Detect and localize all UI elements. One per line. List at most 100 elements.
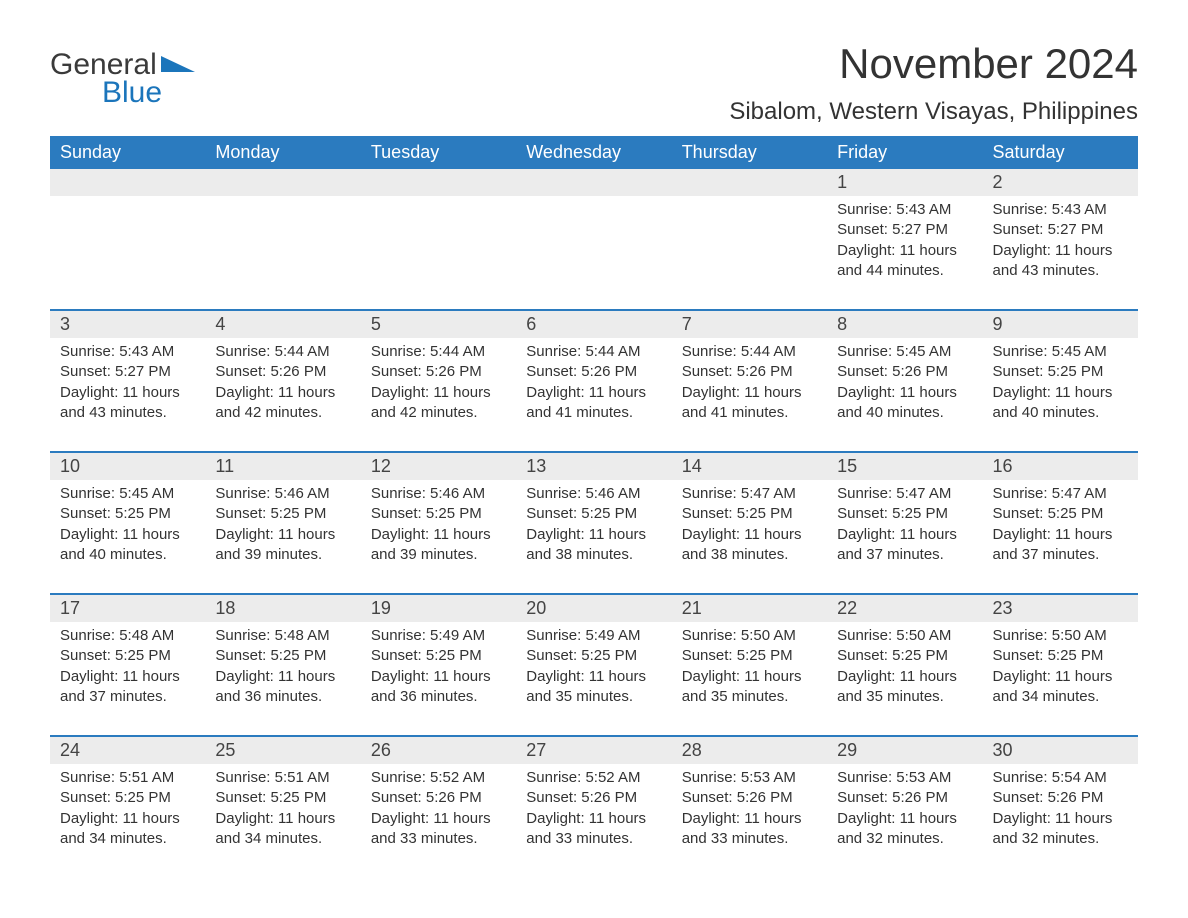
daylight-text: Daylight: 11 hours and 32 minutes. xyxy=(837,809,972,850)
day-number-cell xyxy=(361,169,516,196)
day-data-cell: Sunrise: 5:53 AMSunset: 5:26 PMDaylight:… xyxy=(672,764,827,853)
sunset-text: Sunset: 5:25 PM xyxy=(993,362,1128,382)
sunset-text: Sunset: 5:25 PM xyxy=(837,646,972,666)
day-data-cell xyxy=(50,196,205,310)
day-number: 8 xyxy=(837,314,847,334)
daylight-text: Daylight: 11 hours and 33 minutes. xyxy=(371,809,506,850)
day-number-cell: 23 xyxy=(983,595,1138,622)
sunset-text: Sunset: 5:27 PM xyxy=(837,220,972,240)
day-number: 12 xyxy=(371,456,391,476)
sunset-text: Sunset: 5:25 PM xyxy=(60,788,195,808)
day-number-cell: 25 xyxy=(205,737,360,764)
week-daynum-row: 24252627282930 xyxy=(50,737,1138,764)
day-data-cell xyxy=(361,196,516,310)
day-number: 7 xyxy=(682,314,692,334)
sunset-text: Sunset: 5:26 PM xyxy=(837,788,972,808)
daylight-text: Daylight: 11 hours and 33 minutes. xyxy=(526,809,661,850)
day-number-cell: 26 xyxy=(361,737,516,764)
calendar-table: Sunday Monday Tuesday Wednesday Thursday… xyxy=(50,136,1138,853)
week-daydata-row: Sunrise: 5:45 AMSunset: 5:25 PMDaylight:… xyxy=(50,480,1138,594)
week-daydata-row: Sunrise: 5:43 AMSunset: 5:27 PMDaylight:… xyxy=(50,196,1138,310)
day-data-cell: Sunrise: 5:53 AMSunset: 5:26 PMDaylight:… xyxy=(827,764,982,853)
daylight-text: Daylight: 11 hours and 38 minutes. xyxy=(526,525,661,566)
week-daynum-row: 17181920212223 xyxy=(50,595,1138,622)
day-number-cell: 16 xyxy=(983,453,1138,480)
sunrise-text: Sunrise: 5:44 AM xyxy=(526,342,661,362)
day-number-cell: 29 xyxy=(827,737,982,764)
sunset-text: Sunset: 5:27 PM xyxy=(993,220,1128,240)
day-number: 17 xyxy=(60,598,80,618)
daylight-text: Daylight: 11 hours and 41 minutes. xyxy=(682,383,817,424)
day-number-cell: 19 xyxy=(361,595,516,622)
day-number-cell: 3 xyxy=(50,311,205,338)
logo-word2: Blue xyxy=(102,76,162,110)
day-number-cell: 28 xyxy=(672,737,827,764)
sunset-text: Sunset: 5:25 PM xyxy=(60,504,195,524)
sunrise-text: Sunrise: 5:46 AM xyxy=(215,484,350,504)
sunrise-text: Sunrise: 5:44 AM xyxy=(215,342,350,362)
day-data-cell: Sunrise: 5:52 AMSunset: 5:26 PMDaylight:… xyxy=(516,764,671,853)
title-block: November 2024 Sibalom, Western Visayas, … xyxy=(729,40,1138,126)
sunrise-text: Sunrise: 5:45 AM xyxy=(993,342,1128,362)
daylight-text: Daylight: 11 hours and 37 minutes. xyxy=(993,525,1128,566)
day-number: 27 xyxy=(526,740,546,760)
day-number-cell xyxy=(516,169,671,196)
day-number: 3 xyxy=(60,314,70,334)
sunset-text: Sunset: 5:26 PM xyxy=(682,362,817,382)
sunset-text: Sunset: 5:26 PM xyxy=(526,362,661,382)
day-data-cell: Sunrise: 5:45 AMSunset: 5:25 PMDaylight:… xyxy=(983,338,1138,452)
sunset-text: Sunset: 5:25 PM xyxy=(682,646,817,666)
day-number: 22 xyxy=(837,598,857,618)
daylight-text: Daylight: 11 hours and 43 minutes. xyxy=(993,241,1128,282)
day-data-cell: Sunrise: 5:48 AMSunset: 5:25 PMDaylight:… xyxy=(205,622,360,736)
day-number-cell: 14 xyxy=(672,453,827,480)
day-number-cell: 6 xyxy=(516,311,671,338)
day-number-cell xyxy=(205,169,360,196)
sunrise-text: Sunrise: 5:43 AM xyxy=(60,342,195,362)
day-data-cell: Sunrise: 5:50 AMSunset: 5:25 PMDaylight:… xyxy=(827,622,982,736)
day-number-cell: 9 xyxy=(983,311,1138,338)
day-data-cell: Sunrise: 5:50 AMSunset: 5:25 PMDaylight:… xyxy=(983,622,1138,736)
day-number-cell xyxy=(50,169,205,196)
page-header: General Blue November 2024 Sibalom, West… xyxy=(50,40,1138,126)
day-data-cell: Sunrise: 5:47 AMSunset: 5:25 PMDaylight:… xyxy=(827,480,982,594)
sunrise-text: Sunrise: 5:47 AM xyxy=(993,484,1128,504)
sunset-text: Sunset: 5:27 PM xyxy=(60,362,195,382)
sunset-text: Sunset: 5:26 PM xyxy=(215,362,350,382)
sunset-text: Sunset: 5:25 PM xyxy=(526,646,661,666)
day-number: 21 xyxy=(682,598,702,618)
daylight-text: Daylight: 11 hours and 40 minutes. xyxy=(993,383,1128,424)
sunrise-text: Sunrise: 5:50 AM xyxy=(993,626,1128,646)
day-number-cell: 1 xyxy=(827,169,982,196)
day-number: 20 xyxy=(526,598,546,618)
daylight-text: Daylight: 11 hours and 37 minutes. xyxy=(837,525,972,566)
day-data-cell: Sunrise: 5:45 AMSunset: 5:25 PMDaylight:… xyxy=(50,480,205,594)
day-number: 16 xyxy=(993,456,1013,476)
day-number-cell xyxy=(672,169,827,196)
sunrise-text: Sunrise: 5:46 AM xyxy=(526,484,661,504)
day-number: 23 xyxy=(993,598,1013,618)
sunset-text: Sunset: 5:25 PM xyxy=(60,646,195,666)
day-data-cell: Sunrise: 5:48 AMSunset: 5:25 PMDaylight:… xyxy=(50,622,205,736)
day-number-cell: 11 xyxy=(205,453,360,480)
daylight-text: Daylight: 11 hours and 35 minutes. xyxy=(837,667,972,708)
day-number-cell: 27 xyxy=(516,737,671,764)
sunrise-text: Sunrise: 5:43 AM xyxy=(993,200,1128,220)
day-data-cell: Sunrise: 5:51 AMSunset: 5:25 PMDaylight:… xyxy=(50,764,205,853)
daylight-text: Daylight: 11 hours and 38 minutes. xyxy=(682,525,817,566)
day-number: 1 xyxy=(837,172,847,192)
day-data-cell: Sunrise: 5:47 AMSunset: 5:25 PMDaylight:… xyxy=(983,480,1138,594)
col-wednesday: Wednesday xyxy=(516,136,671,169)
day-data-cell: Sunrise: 5:54 AMSunset: 5:26 PMDaylight:… xyxy=(983,764,1138,853)
daylight-text: Daylight: 11 hours and 37 minutes. xyxy=(60,667,195,708)
day-number: 25 xyxy=(215,740,235,760)
sunrise-text: Sunrise: 5:52 AM xyxy=(371,768,506,788)
day-data-cell: Sunrise: 5:43 AMSunset: 5:27 PMDaylight:… xyxy=(827,196,982,310)
sunrise-text: Sunrise: 5:45 AM xyxy=(60,484,195,504)
col-friday: Friday xyxy=(827,136,982,169)
sunset-text: Sunset: 5:25 PM xyxy=(526,504,661,524)
day-data-cell: Sunrise: 5:45 AMSunset: 5:26 PMDaylight:… xyxy=(827,338,982,452)
daylight-text: Daylight: 11 hours and 42 minutes. xyxy=(371,383,506,424)
sunset-text: Sunset: 5:25 PM xyxy=(993,646,1128,666)
day-number-cell: 12 xyxy=(361,453,516,480)
